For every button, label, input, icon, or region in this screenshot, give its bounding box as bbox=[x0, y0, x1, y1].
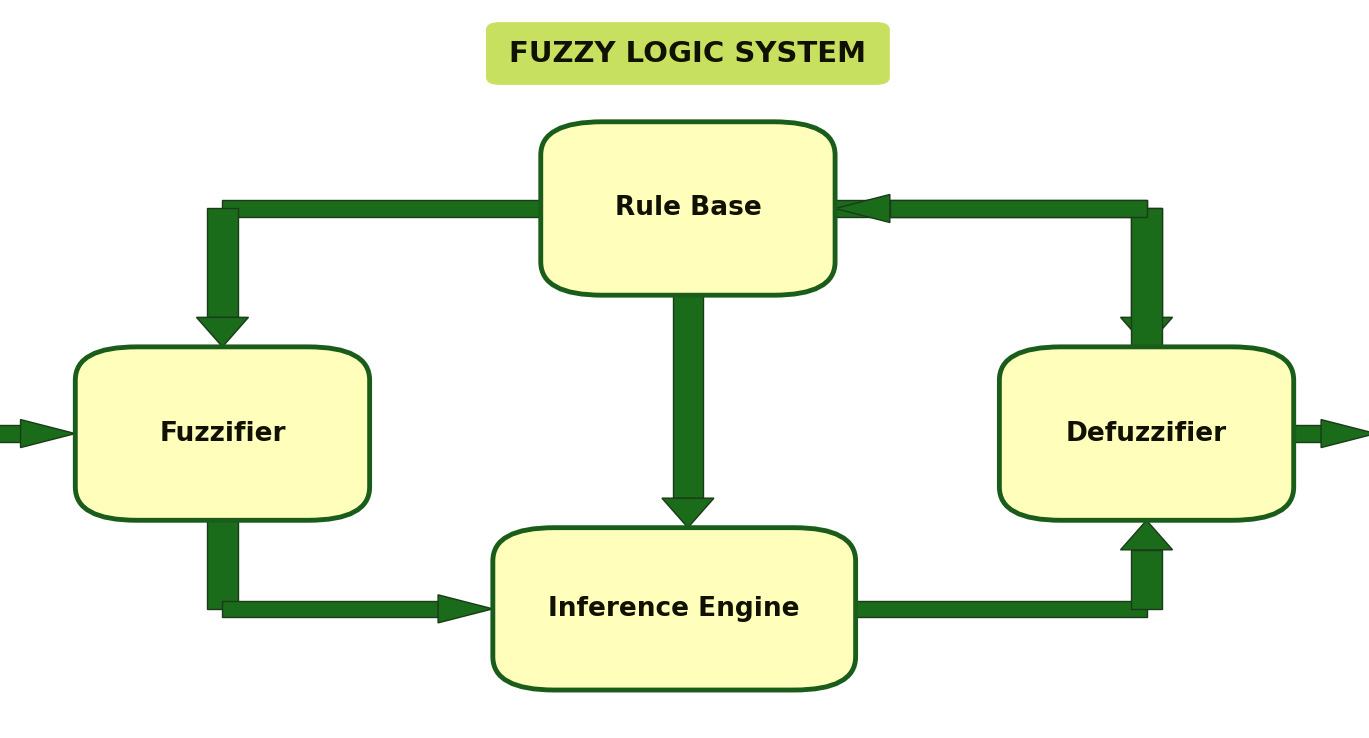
Polygon shape bbox=[438, 595, 493, 623]
Polygon shape bbox=[1321, 419, 1369, 447]
Bar bbox=[222, 601, 438, 617]
Polygon shape bbox=[1120, 520, 1172, 550]
Bar bbox=[1131, 550, 1161, 609]
Polygon shape bbox=[835, 194, 890, 222]
FancyBboxPatch shape bbox=[493, 528, 856, 690]
FancyBboxPatch shape bbox=[486, 22, 890, 85]
FancyBboxPatch shape bbox=[541, 122, 835, 295]
Polygon shape bbox=[1120, 317, 1172, 347]
Bar bbox=[890, 200, 1146, 217]
Bar bbox=[208, 208, 238, 317]
Text: Defuzzifier: Defuzzifier bbox=[1066, 421, 1227, 446]
Polygon shape bbox=[663, 498, 715, 528]
Bar bbox=[1131, 208, 1161, 317]
Text: Rule Base: Rule Base bbox=[615, 196, 761, 221]
Bar bbox=[835, 200, 1147, 217]
Text: FUZZY LOGIC SYSTEM: FUZZY LOGIC SYSTEM bbox=[509, 40, 867, 67]
Bar bbox=[208, 520, 238, 609]
Bar bbox=[856, 601, 1146, 617]
FancyBboxPatch shape bbox=[75, 347, 370, 520]
Polygon shape bbox=[197, 317, 249, 347]
Bar bbox=[0, 425, 21, 441]
Text: Fuzzifier: Fuzzifier bbox=[159, 421, 286, 446]
Bar bbox=[1294, 425, 1321, 441]
Polygon shape bbox=[21, 419, 75, 447]
Bar bbox=[222, 200, 541, 217]
Bar bbox=[674, 295, 704, 498]
Text: Inference Engine: Inference Engine bbox=[549, 596, 799, 622]
FancyBboxPatch shape bbox=[999, 347, 1294, 520]
Bar bbox=[1131, 208, 1161, 347]
